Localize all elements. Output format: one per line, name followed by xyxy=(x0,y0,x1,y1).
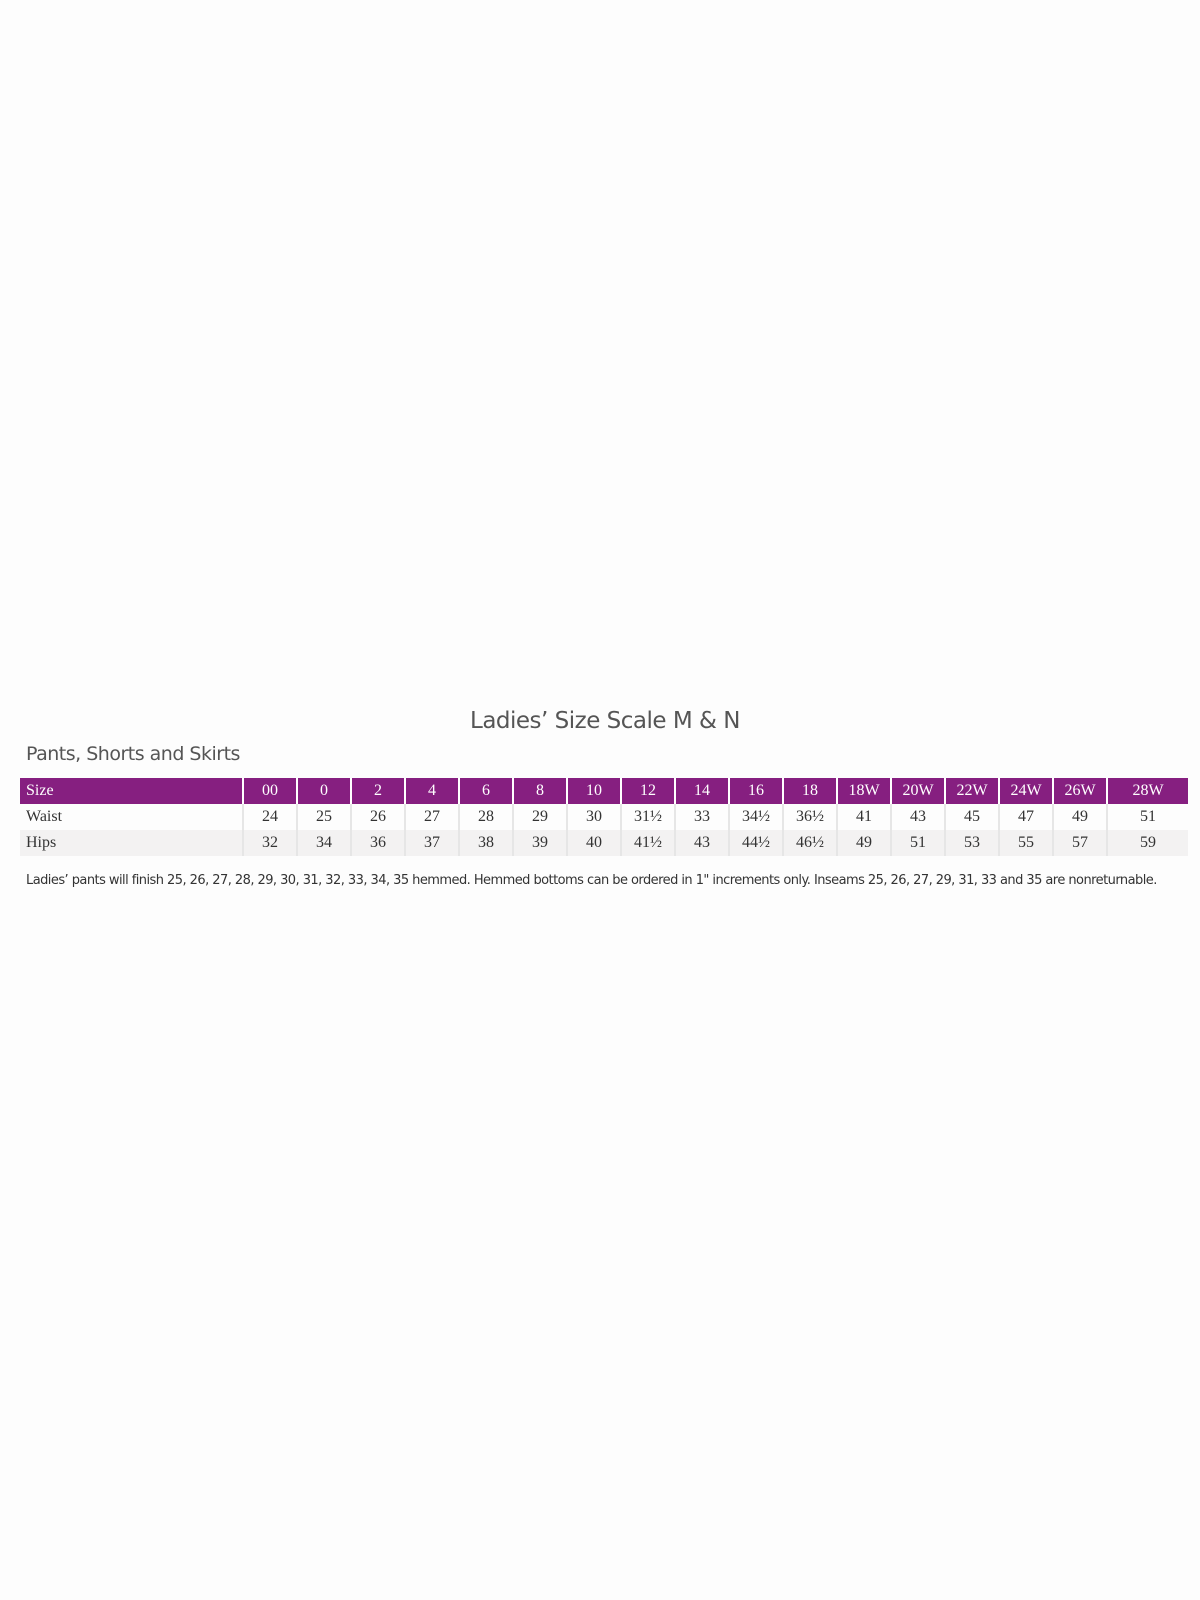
table-cell: 51 xyxy=(890,830,944,856)
table-cell: 59 xyxy=(1106,830,1188,856)
table-cell: 49 xyxy=(1052,804,1106,830)
table-cell: 39 xyxy=(512,830,566,856)
table-cell: 43 xyxy=(890,804,944,830)
table-cell: 24W xyxy=(998,778,1052,804)
table-cell: 26 xyxy=(350,804,404,830)
table-row: Waist 24 25 26 27 28 29 30 31½ 33 34½ 36½ 41 43 45 47 49… xyxy=(20,804,1188,830)
table-cell: 34½ xyxy=(728,804,782,830)
table-cell: 55 xyxy=(998,830,1052,856)
table-cell: 26W xyxy=(1052,778,1106,804)
table-cell: 46½ xyxy=(782,830,836,856)
table-cell: 45 xyxy=(944,804,998,830)
table-cell: 32 xyxy=(242,830,296,856)
table-cell: 8 xyxy=(512,778,566,804)
table-cell: 0 xyxy=(296,778,350,804)
table-cell: 27 xyxy=(404,804,458,830)
table-cell: 47 xyxy=(998,804,1052,830)
table-cell: 49 xyxy=(836,830,890,856)
table-cell: 16 xyxy=(728,778,782,804)
row-label: Hips xyxy=(20,830,242,856)
table-cell: 44½ xyxy=(728,830,782,856)
table-cell: 6 xyxy=(458,778,512,804)
table-cell: 31½ xyxy=(620,804,674,830)
table-cell: 18 xyxy=(782,778,836,804)
table-cell: 51 xyxy=(1106,804,1188,830)
table-cell: 00 xyxy=(242,778,296,804)
table-header-row: Size 00 0 2 4 6 8 10 12 14 16 18 18W 20W 22W 24W 26W 28W xyxy=(20,778,1188,804)
row-label: Size xyxy=(20,778,242,804)
table-cell: 41½ xyxy=(620,830,674,856)
size-table: Size 00 0 2 4 6 8 10 12 14 16 18 18W 20W 22W 24W 26W 28W W… xyxy=(20,778,1188,856)
footnote: Ladies’ pants will finish 25, 26, 27, 28… xyxy=(26,873,1157,888)
table-cell: 40 xyxy=(566,830,620,856)
table-cell: 28 xyxy=(458,804,512,830)
table-cell: 25 xyxy=(296,804,350,830)
table-cell: 22W xyxy=(944,778,998,804)
table-cell: 33 xyxy=(674,804,728,830)
table-cell: 18W xyxy=(836,778,890,804)
table-cell: 4 xyxy=(404,778,458,804)
table-cell: 2 xyxy=(350,778,404,804)
table-cell: 34 xyxy=(296,830,350,856)
table-cell: 28W xyxy=(1106,778,1188,804)
table-cell: 14 xyxy=(674,778,728,804)
table-cell: 38 xyxy=(458,830,512,856)
table-cell: 36 xyxy=(350,830,404,856)
table-cell: 30 xyxy=(566,804,620,830)
table-cell: 36½ xyxy=(782,804,836,830)
table-cell: 37 xyxy=(404,830,458,856)
page-title: Ladies’ Size Scale M & N xyxy=(470,708,740,734)
section-subtitle: Pants, Shorts and Skirts xyxy=(26,743,240,765)
table-cell: 57 xyxy=(1052,830,1106,856)
table-row: Hips 32 34 36 37 38 39 40 41½ 43 44½ 46½ 49 51 53 55 57 5… xyxy=(20,830,1188,856)
row-label: Waist xyxy=(26,808,63,825)
table-cell: 10 xyxy=(566,778,620,804)
table-cell: 43 xyxy=(674,830,728,856)
table-cell: 29 xyxy=(512,804,566,830)
table-cell: 24 xyxy=(242,804,296,830)
table-cell: 53 xyxy=(944,830,998,856)
table-cell: 41 xyxy=(836,804,890,830)
table-cell: 20W xyxy=(890,778,944,804)
table-cell: 12 xyxy=(620,778,674,804)
